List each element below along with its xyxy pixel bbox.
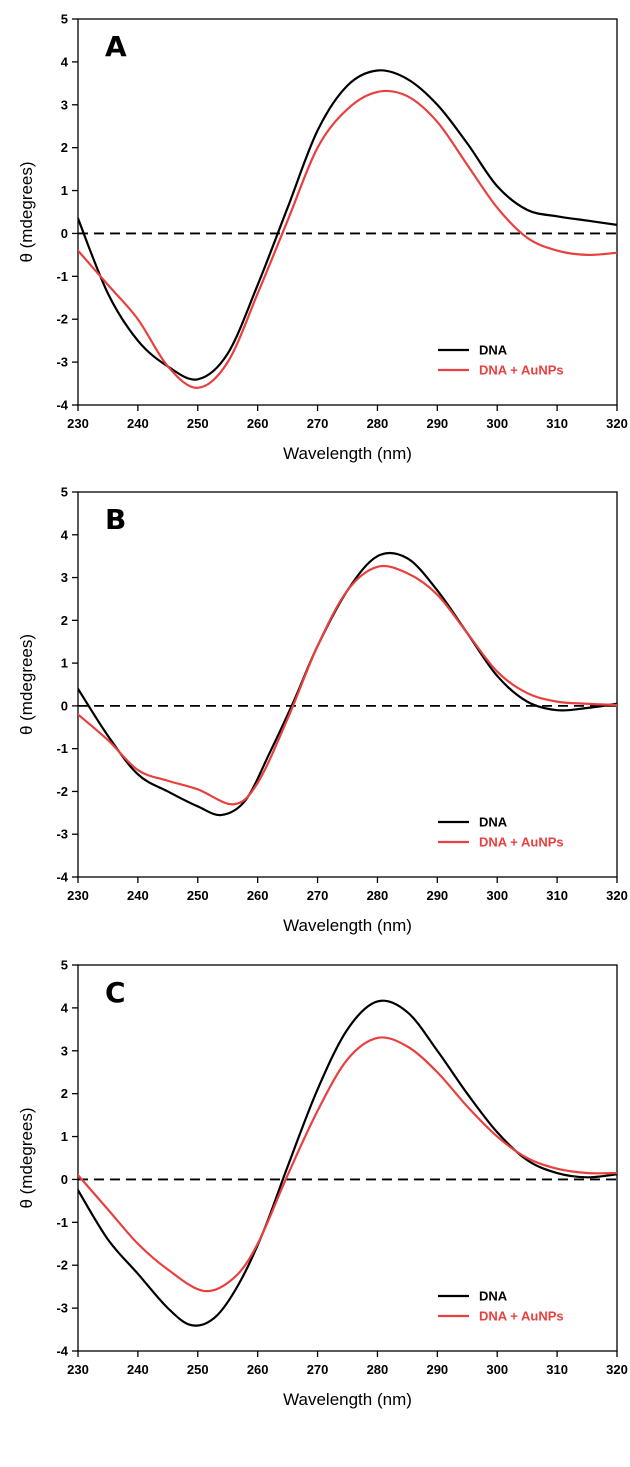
y-tick-label: 4 <box>61 54 69 69</box>
y-tick-label: -4 <box>56 870 68 885</box>
plot-frame <box>77 491 618 878</box>
x-axis-title: Wavelength (nm) <box>283 1390 412 1409</box>
y-tick-label: -2 <box>56 1258 68 1273</box>
x-tick-label: 250 <box>187 416 209 431</box>
x-tick-label: 260 <box>247 416 269 431</box>
y-tick-label: 0 <box>61 698 68 713</box>
x-tick-label: 280 <box>367 1362 389 1377</box>
y-tick-label: -3 <box>56 827 68 842</box>
panel-label: B <box>105 503 126 536</box>
x-axis-title: Wavelength (nm) <box>283 916 412 935</box>
x-tick-label: 230 <box>67 888 89 903</box>
y-axis-title: θ (mdegrees) <box>17 1107 36 1208</box>
plot-frame <box>77 964 618 1352</box>
x-tick-label: 320 <box>606 416 628 431</box>
x-tick-label: 300 <box>486 1362 508 1377</box>
legend-label: DNA <box>479 815 508 830</box>
panel-label: A <box>105 30 127 63</box>
y-tick-label: 0 <box>61 1172 68 1187</box>
y-tick-label: -1 <box>56 741 68 756</box>
legend-label: DNA + AuNPs <box>479 1309 564 1324</box>
x-tick-label: 290 <box>426 1362 448 1377</box>
panel-label: C <box>105 976 126 1009</box>
x-tick-label: 270 <box>307 888 329 903</box>
y-tick-label: 1 <box>61 656 68 671</box>
x-tick-label: 300 <box>486 416 508 431</box>
x-tick-label: 230 <box>67 1362 89 1377</box>
x-tick-label: 240 <box>127 888 149 903</box>
y-tick-label: -1 <box>56 269 68 284</box>
series-line-dna-aunps <box>78 89 617 389</box>
chart-panel-c: -4 -3 -2 -1 0 1 2 3 4 5 230 240 250 260 270 280 290 300 31… <box>17 958 628 1410</box>
x-tick-label: 310 <box>546 888 568 903</box>
y-tick-label: 5 <box>61 12 68 27</box>
x-tick-label: 290 <box>426 416 448 431</box>
x-tick-label: 230 <box>67 416 89 431</box>
legend-label: DNA <box>479 343 508 358</box>
y-axis-title: θ (mdegrees) <box>17 161 36 262</box>
x-tick-label: 280 <box>367 416 389 431</box>
y-tick-label: 5 <box>61 485 68 500</box>
x-tick-label: 240 <box>127 1362 149 1377</box>
y-tick-label: 1 <box>61 183 68 198</box>
y-tick-label: 3 <box>61 1043 68 1058</box>
x-tick-label: 310 <box>546 416 568 431</box>
x-tick-label: 260 <box>247 1362 269 1377</box>
series-line-dna-aunps <box>78 564 617 806</box>
legend: DNA DNA + AuNPs <box>438 815 564 850</box>
y-tick-label: -3 <box>56 1301 68 1316</box>
x-tick-label: 290 <box>426 888 448 903</box>
y-tick-label: -2 <box>56 784 68 799</box>
y-tick-label: 2 <box>61 1086 68 1101</box>
legend: DNA DNA + AuNPs <box>438 1289 564 1324</box>
x-tick-label: 320 <box>606 888 628 903</box>
x-tick-label: 270 <box>307 416 329 431</box>
y-tick-label: 3 <box>61 570 68 585</box>
y-tick-label: 2 <box>61 613 68 628</box>
x-tick-label: 240 <box>127 416 149 431</box>
legend-label: DNA <box>479 1289 508 1304</box>
x-axis-title: Wavelength (nm) <box>283 444 412 463</box>
y-tick-label: -1 <box>56 1215 68 1230</box>
y-tick-label: 3 <box>61 97 68 112</box>
legend-label: DNA + AuNPs <box>479 363 564 378</box>
x-tick-label: 250 <box>187 888 209 903</box>
plot-frame <box>77 18 618 406</box>
y-tick-label: 1 <box>61 1129 68 1144</box>
x-tick-label: 310 <box>546 1362 568 1377</box>
x-tick-label: 300 <box>486 888 508 903</box>
series-line-dna <box>78 999 617 1327</box>
x-tick-label: 270 <box>307 1362 329 1377</box>
chart-panel-a: -4 -3 -2 -1 0 1 2 3 4 5 230 240 250 260 270 280 290 300 31… <box>17 12 628 464</box>
y-tick-label: 5 <box>61 958 68 973</box>
y-tick-label: 4 <box>61 1000 69 1015</box>
series-line-dna-aunps <box>78 1036 617 1293</box>
legend: DNA DNA + AuNPs <box>438 343 564 378</box>
y-tick-label: -3 <box>56 355 68 370</box>
x-tick-label: 280 <box>367 888 389 903</box>
x-tick-label: 260 <box>247 888 269 903</box>
x-tick-label: 250 <box>187 1362 209 1377</box>
series-line-dna <box>78 69 617 381</box>
y-tick-label: 2 <box>61 140 68 155</box>
y-tick-label: -4 <box>56 398 68 413</box>
y-tick-label: 4 <box>61 527 69 542</box>
chart-panel-b: -4 -3 -2 -1 0 1 2 3 4 5 230 240 250 260 270 280 290 300 31… <box>17 485 628 936</box>
legend-label: DNA + AuNPs <box>479 835 564 850</box>
series-line-dna <box>78 551 617 817</box>
y-tick-label: -4 <box>56 1344 68 1359</box>
y-axis-title: θ (mdegrees) <box>17 634 36 735</box>
y-tick-label: 0 <box>61 226 68 241</box>
x-tick-label: 320 <box>606 1362 628 1377</box>
y-tick-label: -2 <box>56 312 68 327</box>
